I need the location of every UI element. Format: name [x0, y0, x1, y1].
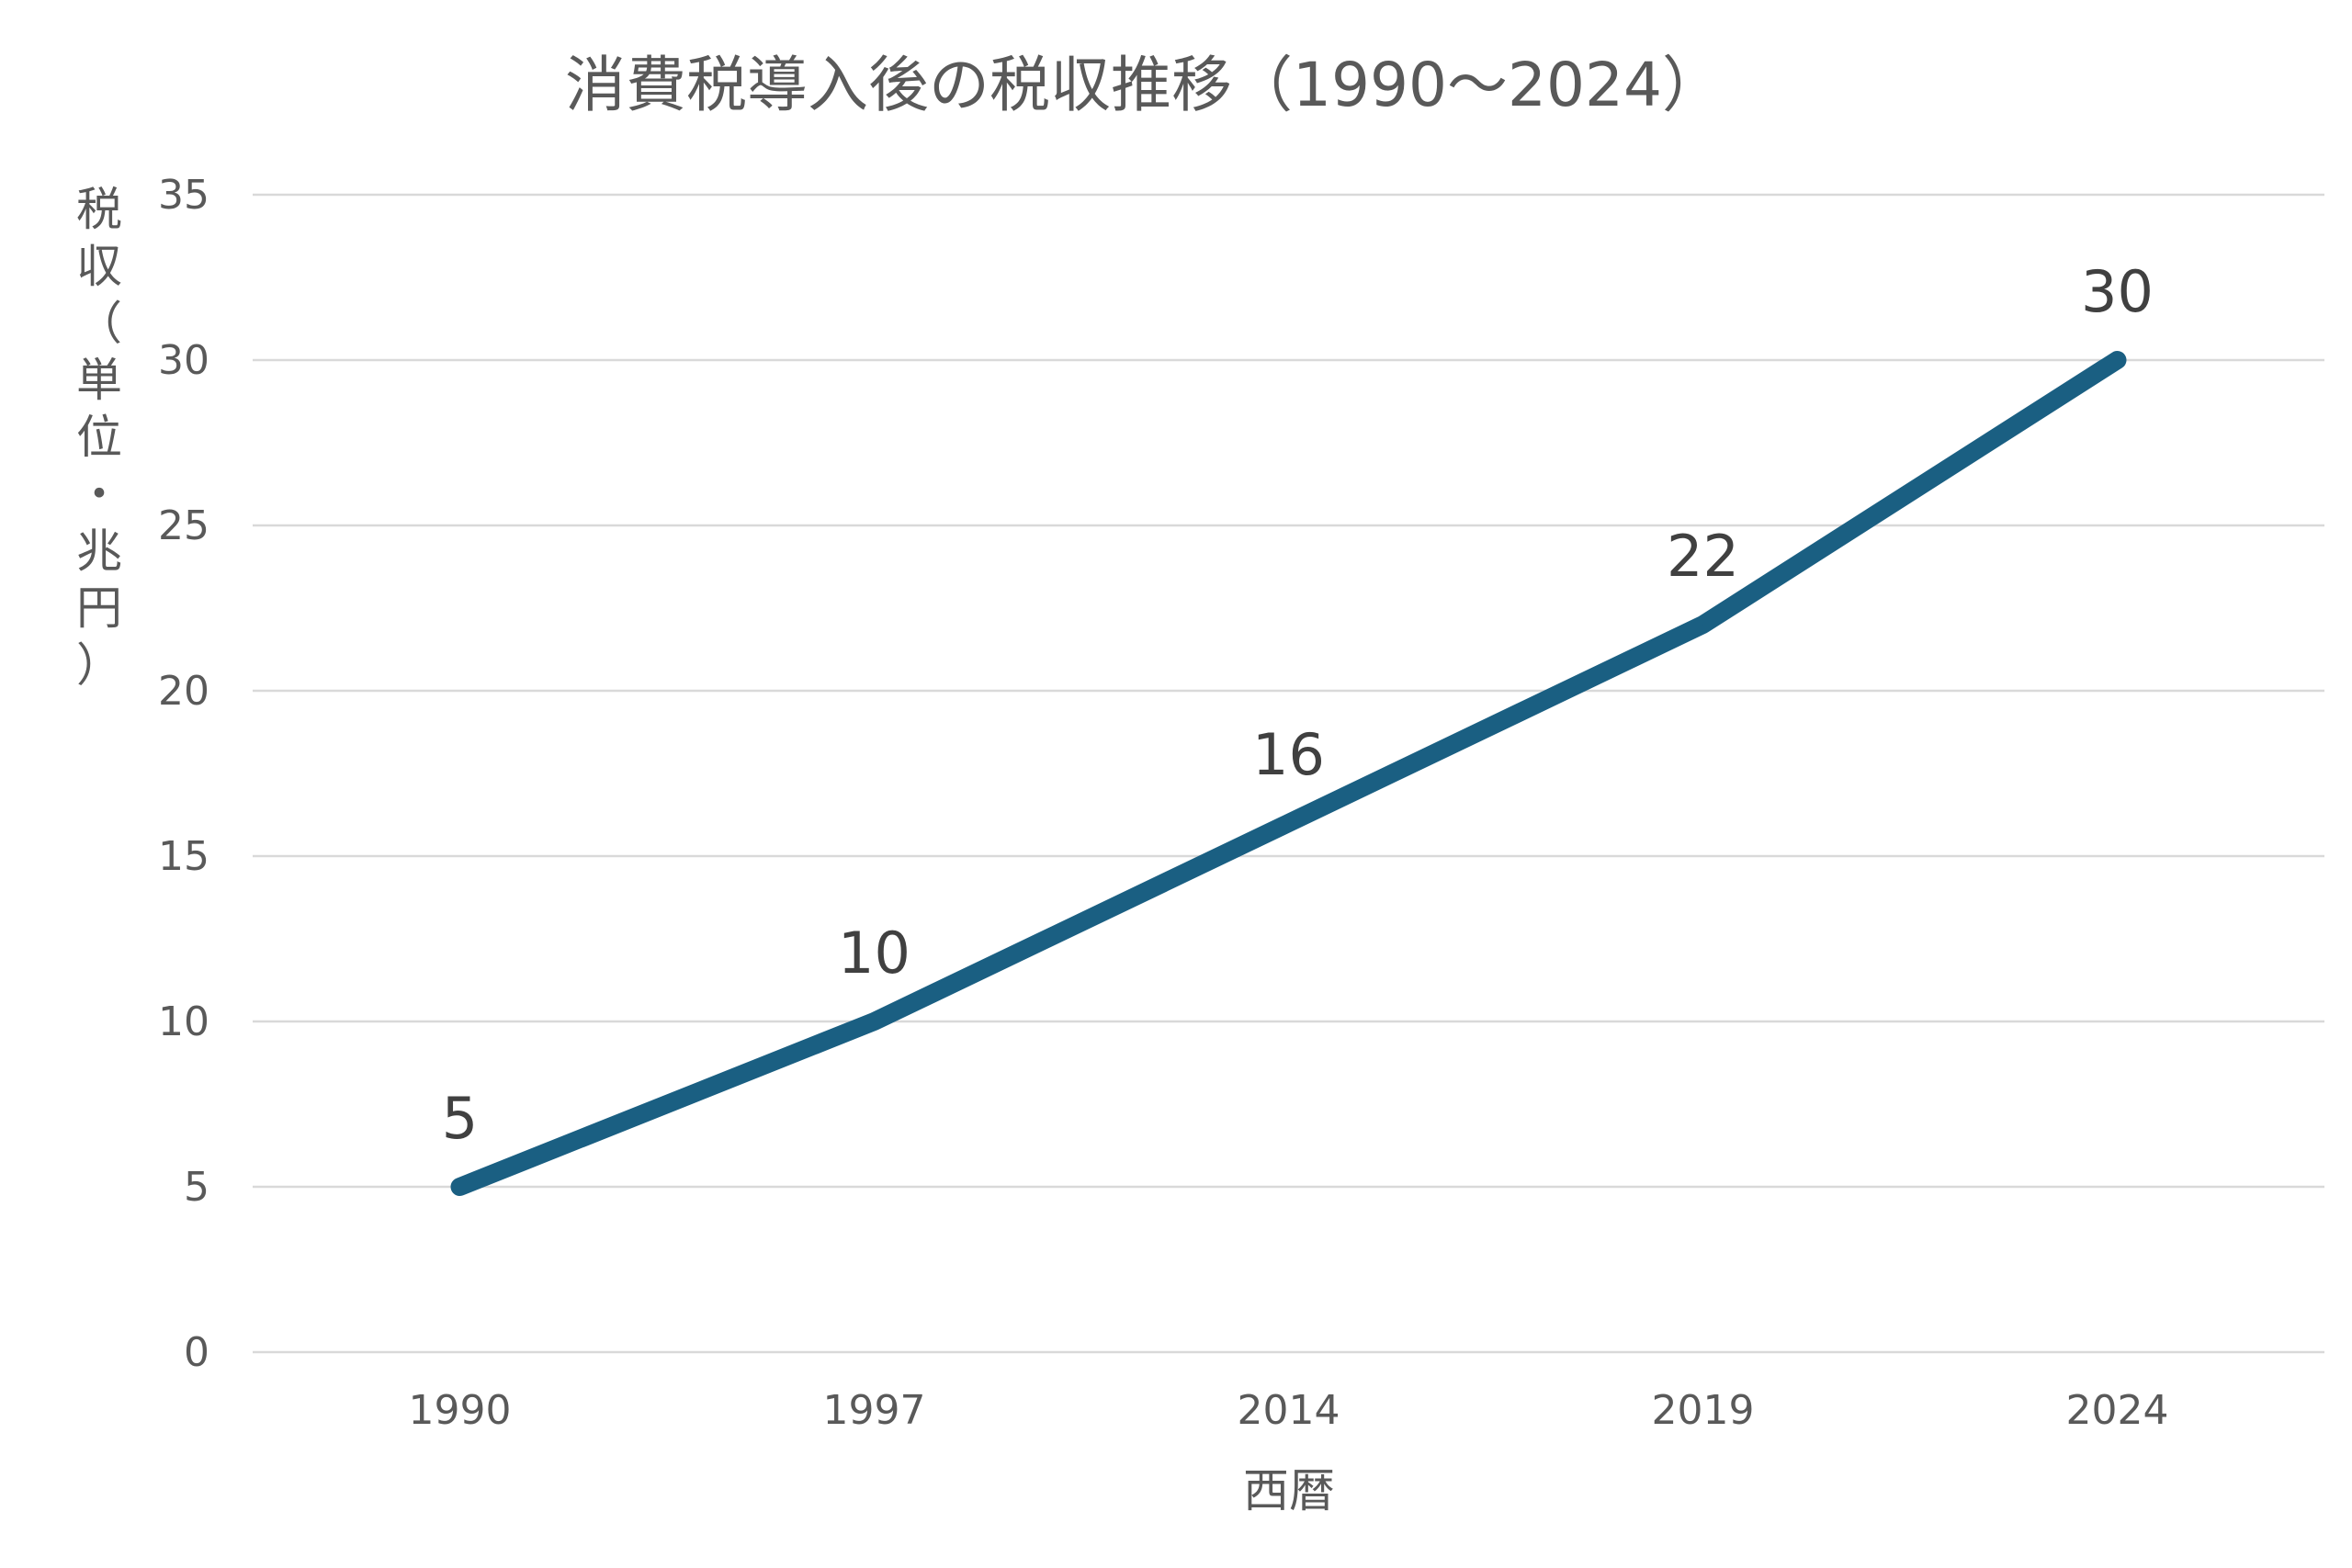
y-axis-ticks: 0 5 10 15 20 25 30 35 — [158, 172, 209, 1376]
data-point — [458, 1186, 461, 1188]
y-tick-label: 5 — [184, 1164, 209, 1211]
data-label: 10 — [838, 919, 910, 987]
chart-title: 消費税導入後の税収推移（1990～2024） — [565, 50, 1723, 120]
y-tick-label: 25 — [158, 502, 209, 549]
x-tick-label: 2024 — [2066, 1387, 2169, 1434]
y-tick-label: 20 — [158, 668, 209, 715]
data-labels: 5 10 16 22 30 — [442, 258, 2154, 1152]
y-tick-label: 35 — [158, 172, 209, 219]
data-point — [1702, 624, 1704, 626]
x-axis-title: 西暦 — [1243, 1464, 1335, 1517]
x-tick-label: 1990 — [409, 1387, 512, 1434]
data-label: 16 — [1252, 721, 1325, 788]
y-tick-label: 30 — [158, 337, 209, 384]
data-point — [873, 1021, 876, 1022]
x-tick-label: 1997 — [823, 1387, 926, 1434]
y-axis-title: 税収（単位・兆円） — [76, 183, 122, 692]
y-tick-label: 10 — [158, 998, 209, 1045]
x-tick-label: 2019 — [1652, 1387, 1755, 1434]
data-label: 22 — [1667, 523, 1739, 590]
data-point — [2116, 359, 2119, 361]
data-label: 5 — [442, 1085, 478, 1152]
series-lines — [450, 351, 2127, 1196]
gridlines — [253, 193, 2324, 1354]
y-tick-label: 15 — [158, 833, 209, 880]
x-tick-label: 2014 — [1238, 1387, 1340, 1434]
data-label: 30 — [2081, 258, 2154, 325]
y-tick-label: 0 — [184, 1329, 209, 1376]
x-axis-ticks: 1990 1997 2014 2019 2024 — [409, 1387, 2169, 1434]
data-point — [1287, 822, 1290, 824]
